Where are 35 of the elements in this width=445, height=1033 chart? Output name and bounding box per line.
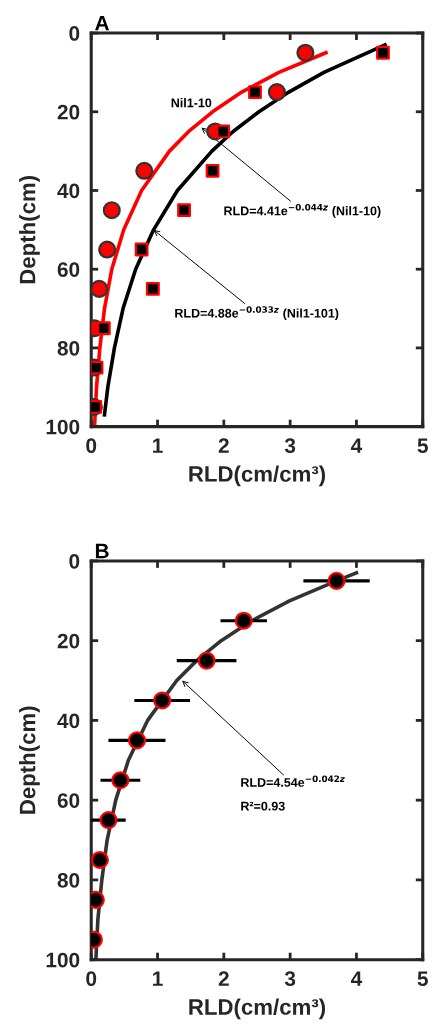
y-tick-label: 100 [46, 419, 80, 435]
annotation: Nil1-10 [171, 98, 212, 108]
annotation: RLD=4.41e$^{−0.044z}$ (Nil1-10) [224, 203, 381, 218]
y-tick-label: 40 [57, 713, 80, 729]
y-tick-label: 80 [57, 340, 80, 356]
y-tick-label: 0 [69, 26, 80, 41]
x-tick-label: 4 [350, 971, 363, 986]
x-tick-label: 1 [153, 438, 163, 453]
y-tick-label: 100 [46, 952, 80, 968]
y-tick-label: 20 [57, 104, 80, 120]
chart-title: A [95, 15, 110, 31]
y-tick-label: 60 [57, 793, 80, 808]
y-tick-label: 40 [57, 183, 80, 199]
x-tick-label: 0 [86, 438, 97, 454]
x-tick-label: 0 [86, 971, 97, 987]
y-tick-label: 20 [57, 633, 80, 649]
x-axis-title: RLD(cm/cm³) [189, 465, 326, 487]
chart-title: B [95, 543, 109, 559]
annotation: RLD=4.54e$^{−0.042z}$ [241, 775, 345, 787]
x-tick-label: 2 [218, 438, 229, 453]
y-tick-label: 80 [57, 872, 80, 888]
y-tick-label: 0 [69, 553, 80, 569]
x-tick-label: 5 [417, 438, 428, 454]
x-axis-title: RLD(cm/cm³) [189, 998, 326, 1020]
x-tick-label: 1 [153, 971, 163, 986]
x-tick-label: 5 [417, 971, 428, 987]
x-tick-label: 4 [350, 438, 363, 453]
x-tick-label: 3 [284, 438, 296, 454]
annotation: RLD=4.88e$^{−0.033z}$ (Nil1-101) [175, 306, 339, 321]
y-axis-title: Depth(cm) [19, 176, 40, 284]
annotation: R²=0.93 [241, 801, 285, 811]
x-tick-label: 2 [218, 971, 229, 986]
x-tick-label: 3 [284, 971, 296, 987]
y-axis-title: Depth(cm) [19, 706, 40, 814]
y-tick-label: 60 [57, 262, 80, 277]
